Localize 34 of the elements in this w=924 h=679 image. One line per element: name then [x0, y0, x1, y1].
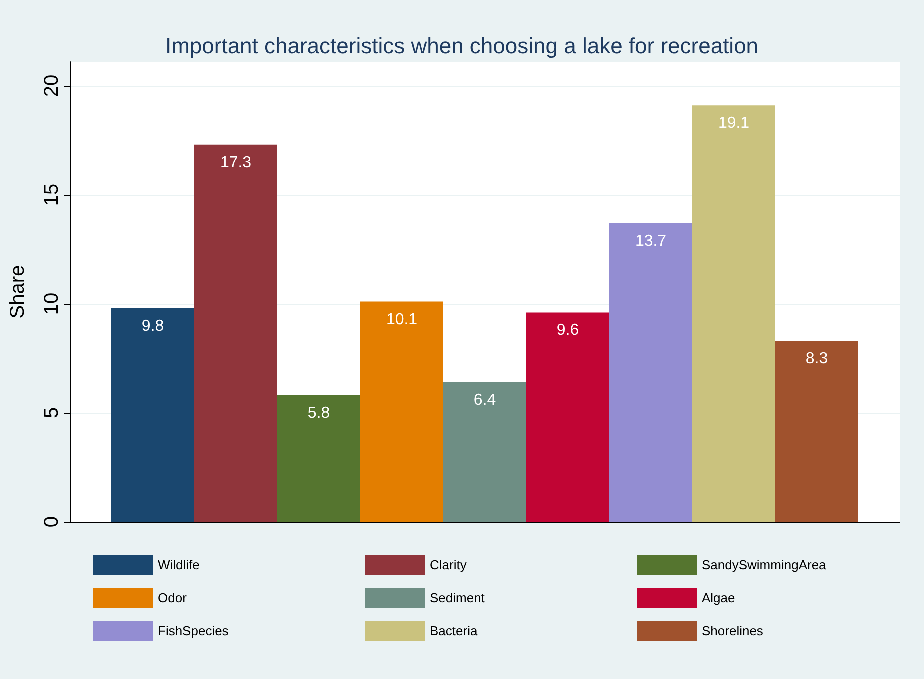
data-label: 9.6 — [556, 322, 580, 340]
legend-label: SandySwimmingArea — [702, 558, 828, 572]
legend-label: Wildlife — [158, 558, 200, 572]
y-tick-label: 20 — [41, 74, 63, 98]
legend-label: Odor — [158, 590, 188, 606]
bar — [194, 144, 278, 522]
legend-label: Shorelines — [702, 624, 764, 638]
bar — [610, 223, 692, 522]
bar — [360, 302, 444, 522]
data-label: 17.3 — [220, 154, 252, 172]
chart-title: Important characteristics when choosing a lake for recreation — [165, 34, 759, 58]
data-label: 9.8 — [142, 318, 164, 335]
legend-label: Clarity — [430, 558, 468, 572]
bar — [278, 396, 360, 522]
legend-label: Algae — [702, 590, 736, 606]
y-tick-label: 15 — [41, 184, 63, 206]
legend-label: Bacteria — [430, 624, 478, 638]
y-tick-label: 0 — [41, 516, 63, 528]
bar — [526, 312, 610, 522]
y-tick-label: 5 — [41, 407, 63, 419]
y-tick-label: 10 — [41, 292, 63, 316]
legend-label: Sediment — [430, 590, 486, 606]
bar — [776, 341, 858, 522]
data-label: 10.1 — [386, 311, 418, 328]
bar — [112, 308, 194, 522]
data-label: 13.7 — [635, 232, 667, 250]
bar — [444, 382, 526, 522]
data-label: 6.4 — [474, 392, 496, 409]
data-label: 5.8 — [308, 405, 330, 422]
data-label: 8.3 — [806, 350, 828, 368]
bar — [692, 106, 776, 522]
data-label: 19.1 — [718, 115, 750, 132]
y-axis-title: Share — [7, 265, 29, 319]
legend-label: FishSpecies — [158, 624, 230, 638]
